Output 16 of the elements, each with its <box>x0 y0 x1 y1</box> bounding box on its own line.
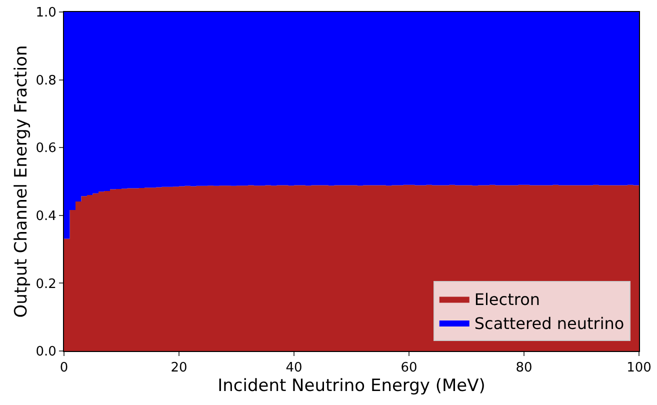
y-axis-title: Output Channel Energy Fraction <box>11 45 32 318</box>
x-tick-label: 20 <box>170 360 188 376</box>
x-axis-title: Incident Neutrino Energy (MeV) <box>218 376 486 396</box>
x-tick-label: 0 <box>60 360 68 376</box>
y-tick-label: 0.8 <box>36 73 56 88</box>
y-tick-label: 0.4 <box>36 208 56 224</box>
y-tick-label: 0.0 <box>36 344 56 360</box>
series-label: Electron <box>474 290 540 309</box>
y-tick-label: 1.0 <box>36 6 56 21</box>
series-label: Scattered neutrino <box>474 314 624 333</box>
x-tick-label: 100 <box>626 360 652 376</box>
x-tick-label: 80 <box>516 360 532 376</box>
y-tick-label: 0.6 <box>36 141 56 156</box>
x-tick-label: 40 <box>286 360 302 376</box>
y-tick-label: 0.2 <box>36 276 56 292</box>
x-tick-label: 60 <box>400 360 418 376</box>
